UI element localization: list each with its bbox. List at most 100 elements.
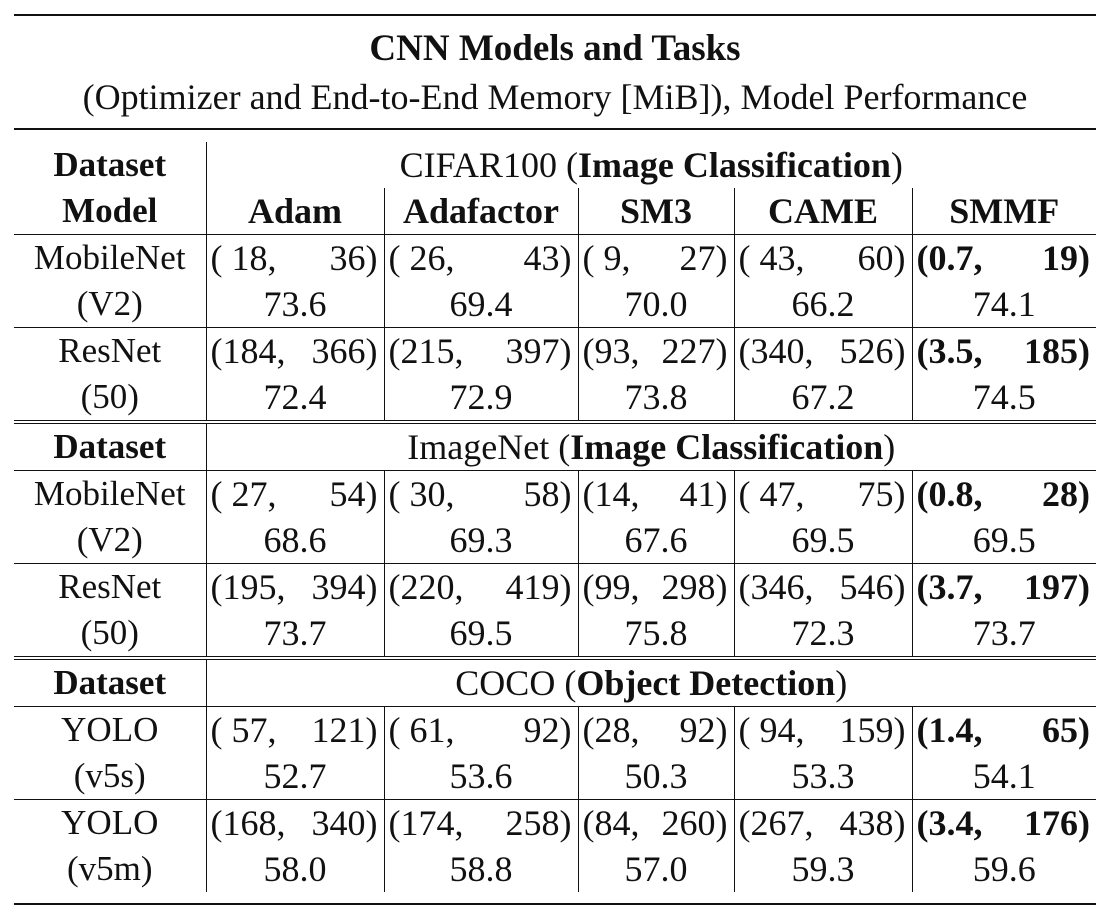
- performance-cell: 74.5: [972, 377, 1036, 417]
- end-to-end-memory: 227): [661, 331, 728, 371]
- optimizer-memory: ( 9,: [582, 238, 631, 278]
- end-to-end-memory: 340): [311, 803, 378, 843]
- memory-cell: ( 94, 159): [734, 706, 913, 753]
- optimizer-memory: (84,: [582, 803, 640, 843]
- memory-pair: ( 43, 60): [735, 235, 912, 281]
- optimizer-memory: (0.7,: [916, 238, 983, 278]
- memory-pair: (93, 227): [579, 328, 734, 374]
- optimizer-header: CAME: [734, 188, 913, 235]
- end-to-end-memory: 419): [505, 567, 572, 607]
- performance-cell: 73.7: [206, 610, 385, 658]
- performance-row: (50) 72.4 72.9 73.8 67.2 74.5: [14, 374, 1096, 422]
- dataset-row: Dataset ImageNet (Image Classification): [14, 420, 1097, 471]
- memory-row: YOLO (168, 340) (174, 258) (84, 260) (267, 438)(…: [14, 799, 1097, 846]
- memory-cell: ( 18, 36): [206, 234, 385, 281]
- performance-cell: 69.5: [384, 610, 579, 658]
- memory-row: MobileNet( 18, 36)( 26, 43)( 9, 27)( 43, 60)…: [14, 234, 1097, 281]
- optimizer-memory: (14,: [582, 474, 640, 514]
- end-to-end-memory: 526): [839, 331, 906, 371]
- optimizer-memory: (340,: [738, 331, 814, 371]
- model-variant: (V2): [14, 517, 207, 564]
- model-name: YOLO: [14, 799, 207, 846]
- memory-cell: ( 57, 121): [206, 706, 385, 753]
- optimizer-memory: (3.4,: [916, 803, 983, 843]
- memory-pair: ( 26, 43): [385, 235, 578, 281]
- memory-pair: (3.4, 176): [913, 800, 1097, 846]
- end-to-end-memory: 92): [679, 710, 728, 750]
- memory-cell: (3.4, 176): [912, 799, 1097, 846]
- task-name: Image Classification: [570, 427, 884, 467]
- optimizer-header: Adam: [206, 188, 385, 235]
- end-to-end-memory: 298): [661, 567, 728, 607]
- dataset-task-cell: COCO (Object Detection): [206, 656, 1097, 707]
- performance-cell: 58.8: [384, 846, 579, 892]
- end-to-end-memory: 121): [311, 710, 378, 750]
- optimizer-memory: (3.5,: [916, 331, 983, 371]
- optimizer-memory: ( 47,: [738, 474, 805, 514]
- optimizer-memory: ( 43,: [738, 238, 805, 278]
- end-to-end-memory: 366): [311, 331, 378, 371]
- model-name: MobileNet: [14, 234, 207, 281]
- performance-row: (V2) 68.6 69.3 67.6 69.5 69.5: [14, 517, 1096, 564]
- optimizer-memory: (99,: [582, 567, 640, 607]
- dataset-task-cell: ImageNet (Image Classification): [206, 420, 1097, 471]
- model-label: Model: [14, 188, 207, 235]
- memory-cell: (84, 260): [578, 799, 735, 846]
- performance-row: (50) 73.7 69.5 75.8 72.3 73.7: [14, 610, 1096, 658]
- memory-cell: (184, 366): [206, 327, 385, 374]
- optimizer-memory: ( 27,: [210, 474, 277, 514]
- optimizer-memory: ( 30,: [388, 474, 455, 514]
- memory-row: ResNet (184, 366) (215, 397) (93, 227) (340, 526…: [14, 327, 1097, 374]
- memory-row: YOLO( 57, 121)( 61, 92) (28, 92)( 94, 159) (1.…: [14, 706, 1097, 753]
- memory-row: MobileNet( 27, 54)( 30, 58) (14, 41)( 47, 75)…: [14, 470, 1097, 517]
- optimizer-memory: ( 61,: [388, 710, 455, 750]
- optimizer-memory: (168,: [210, 803, 286, 843]
- performance-cell: 59.3: [734, 846, 913, 892]
- end-to-end-memory: 92): [523, 710, 572, 750]
- performance-cell: 52.7: [206, 753, 385, 800]
- performance-cell: 53.3: [734, 753, 913, 800]
- memory-pair: (3.7, 197): [913, 564, 1097, 610]
- performance-cell: 73.7: [972, 613, 1036, 653]
- performance-cell: 72.4: [206, 374, 385, 422]
- optimizer-memory: (184,: [210, 331, 286, 371]
- optimizer-header-row: Model Adam Adafactor SM3 CAME SMMF: [14, 188, 1096, 235]
- memory-pair: (220, 419): [385, 564, 578, 610]
- optimizer-memory: (28,: [582, 710, 640, 750]
- model-variant: (V2): [14, 281, 207, 328]
- memory-cell: (14, 41): [578, 470, 735, 517]
- memory-pair: (168, 340): [207, 800, 384, 846]
- model-name: YOLO: [14, 706, 207, 753]
- dataset-task-cell: CIFAR100 (Image Classification): [399, 145, 903, 185]
- dataset-name: COCO: [455, 663, 556, 703]
- optimizer-memory: (3.7,: [916, 567, 983, 607]
- performance-cell: 72.3: [734, 610, 913, 658]
- dataset-row: Dataset CIFAR100 (Image Classification): [14, 142, 1096, 188]
- performance-cell: 57.0: [578, 846, 735, 892]
- memory-pair: ( 18, 36): [207, 235, 384, 281]
- memory-cell: (28, 92): [578, 706, 735, 753]
- model-variant: (v5s): [14, 753, 207, 800]
- optimizer-header: Adafactor: [384, 188, 579, 235]
- memory-pair: (99, 298): [579, 564, 734, 610]
- memory-pair: (0.8, 28): [913, 471, 1097, 517]
- memory-pair: (14, 41): [579, 471, 734, 517]
- end-to-end-memory: 438): [839, 803, 906, 843]
- memory-cell: (3.7, 197): [912, 563, 1097, 610]
- memory-cell: (1.4, 65): [912, 706, 1097, 753]
- optimizer-memory: (346,: [738, 567, 814, 607]
- end-to-end-memory: 41): [679, 474, 728, 514]
- performance-cell: 58.0: [206, 846, 385, 892]
- dataset-name: CIFAR100: [399, 145, 557, 185]
- memory-cell: (0.8, 28): [912, 470, 1097, 517]
- table-subtitle: (Optimizer and End-to-End Memory [MiB]),…: [82, 77, 1028, 117]
- performance-cell: 70.0: [578, 281, 735, 328]
- end-to-end-memory: 159): [839, 710, 906, 750]
- model-name: ResNet: [14, 327, 207, 374]
- memory-pair: ( 61, 92): [385, 707, 578, 753]
- optimizer-header: SM3: [578, 188, 735, 235]
- optimizer-memory: (220,: [388, 567, 464, 607]
- memory-pair: (195, 394): [207, 564, 384, 610]
- memory-pair: (346, 546): [735, 564, 912, 610]
- dataset-label: Dataset: [14, 656, 207, 707]
